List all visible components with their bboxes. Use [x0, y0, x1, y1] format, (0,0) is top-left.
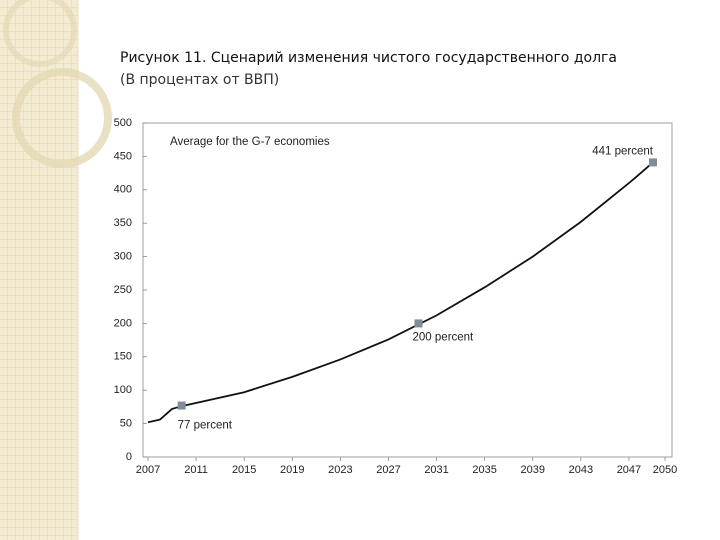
y-tick-label: 350	[114, 217, 132, 229]
y-tick-label: 0	[126, 451, 132, 463]
x-tick-label: 2007	[136, 464, 160, 476]
x-tick-label: 2019	[280, 464, 304, 476]
x-tick-label: 2035	[472, 464, 496, 476]
y-tick-label: 500	[114, 117, 132, 129]
data-label: 200 percent	[413, 331, 475, 343]
x-tick-label: 2011	[184, 464, 208, 476]
data-label: 441 percent	[592, 145, 654, 157]
chart-subtitle: (В процентах от ВВП)	[120, 72, 279, 88]
marker	[177, 401, 186, 410]
x-tick-label: 2043	[569, 464, 593, 476]
data-label: 77 percent	[178, 420, 233, 432]
x-tick-label: 2023	[328, 464, 352, 476]
decoration	[0, 0, 112, 540]
y-tick-label: 200	[114, 317, 132, 329]
y-tick-label: 400	[114, 184, 132, 196]
y-tick-label: 450	[114, 150, 132, 162]
x-tick-label: 2031	[424, 464, 448, 476]
x-tick-label: 2050	[653, 464, 677, 476]
y-tick-label: 100	[114, 384, 132, 396]
x-tick-label: 2047	[617, 464, 641, 476]
data-line	[147, 161, 654, 424]
x-tick-label: 2015	[232, 464, 256, 476]
x-tick-label: 2027	[376, 464, 400, 476]
chart-title: Рисунок 11. Сценарий изменения чистого г…	[120, 50, 617, 66]
y-tick-label: 300	[114, 251, 132, 263]
y-tick-label: 150	[114, 351, 132, 363]
plot-frame	[142, 122, 673, 458]
marker	[414, 319, 423, 328]
annotation: Average for the G-7 economies	[170, 136, 330, 148]
y-tick-label: 50	[120, 418, 132, 430]
y-tick-label: 250	[114, 284, 132, 296]
marker	[648, 158, 657, 167]
x-tick-label: 2039	[521, 464, 545, 476]
